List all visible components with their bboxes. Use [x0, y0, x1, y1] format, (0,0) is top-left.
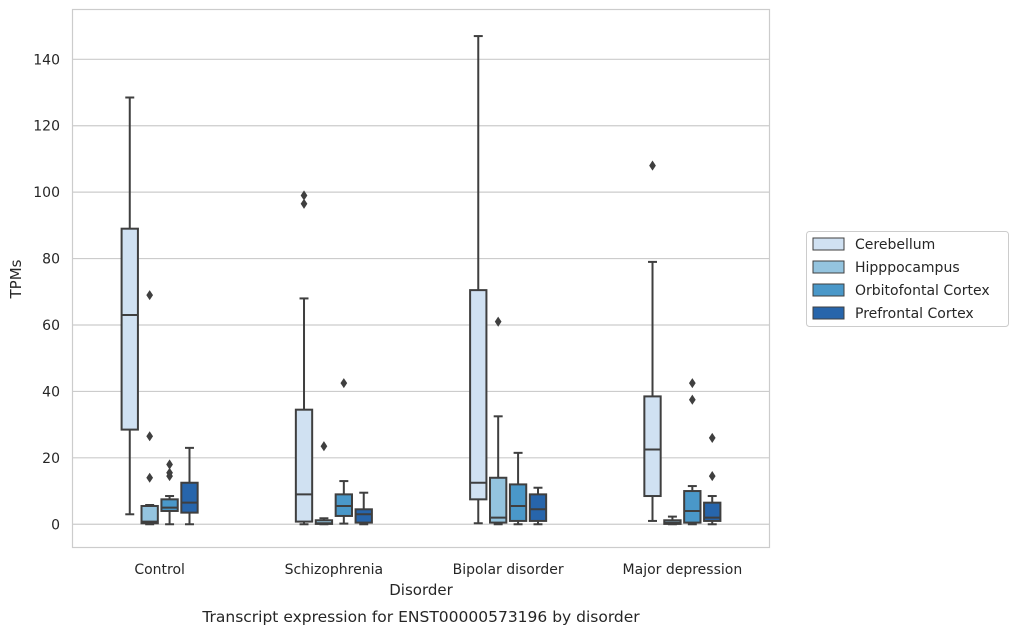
box-hipppocampus — [489, 316, 508, 526]
legend: Cerebellum Hipppocampus Orbitofontal Corte… — [806, 231, 1009, 327]
box-body — [469, 289, 488, 501]
y-axis-ticks: 0 20 40 60 80 100 120 140 — [33, 52, 60, 533]
y-tick-label: 120 — [33, 119, 60, 135]
outlier-point — [649, 160, 656, 171]
outlier-point — [688, 394, 696, 405]
outlier-point — [166, 467, 173, 478]
box-body — [140, 504, 159, 525]
box-prefrontal-cortex — [703, 432, 722, 526]
outlier-point — [708, 471, 716, 482]
outlier-point — [146, 472, 154, 483]
box-hipppocampus — [663, 515, 682, 526]
box-body — [683, 490, 702, 524]
box-body — [643, 395, 662, 498]
box-body — [180, 481, 199, 514]
x-tick-label: Schizophrenia — [285, 562, 383, 578]
box-cerebellum — [643, 160, 662, 522]
box-orbitofontal-cortex — [334, 378, 353, 525]
legend-swatch — [812, 283, 845, 297]
y-tick-label: 100 — [33, 185, 60, 201]
legend-label: Orbitofontal Cortex — [855, 283, 990, 299]
outlier-point — [320, 441, 328, 452]
legend-label: Hipppocampus — [855, 260, 960, 276]
legend-swatch — [812, 260, 845, 274]
box-body — [354, 508, 373, 524]
outlier-point — [166, 459, 173, 470]
box-cerebellum — [294, 190, 314, 526]
box-body — [703, 501, 722, 522]
grid-lines — [72, 58, 770, 525]
plot-frame — [71, 8, 771, 549]
outlier-point — [494, 316, 502, 327]
outlier-point — [300, 190, 308, 201]
legend-frame — [806, 231, 1009, 327]
box-cerebellum — [120, 96, 139, 516]
outlier-point — [300, 198, 308, 209]
legend-label: Prefrontal Cortex — [855, 306, 974, 322]
box-body — [489, 476, 508, 524]
box-prefrontal-cortex — [354, 491, 373, 526]
box-body — [528, 493, 548, 522]
y-tick-label: 0 — [51, 517, 60, 533]
box-body — [120, 227, 139, 431]
legend-swatch — [812, 237, 845, 251]
legend-label: Cerebellum — [855, 237, 935, 253]
box-prefrontal-cortex — [528, 486, 548, 526]
box-orbitofontal-cortex — [508, 451, 528, 526]
box-body — [508, 483, 528, 522]
box-body — [294, 408, 314, 523]
box-orbitofontal-cortex — [160, 459, 179, 526]
x-axis-label: Disorder — [389, 581, 453, 599]
outlier-point — [708, 432, 716, 443]
box-prefrontal-cortex — [180, 446, 199, 526]
box-hipppocampus — [314, 441, 334, 526]
x-tick-label: Major depression — [623, 562, 743, 578]
outlier-point — [688, 378, 696, 389]
legend-swatch — [812, 306, 845, 320]
outlier-point — [340, 378, 348, 389]
x-axis-ticks: Control Schizophrenia Bipolar disorder Majo… — [134, 562, 742, 578]
box-body — [160, 498, 179, 512]
y-tick-label: 20 — [42, 451, 60, 467]
outlier-point — [146, 290, 154, 301]
y-tick-label: 140 — [33, 52, 60, 68]
box-hipppocampus — [140, 290, 159, 526]
x-tick-label: Bipolar disorder — [453, 562, 564, 578]
chart-caption: Transcript expression for ENST0000057319… — [201, 608, 640, 626]
y-axis-label: TPMs — [7, 259, 25, 299]
y-tick-label: 60 — [42, 318, 60, 334]
x-tick-label: Control — [134, 562, 185, 578]
outlier-point — [146, 431, 154, 442]
y-tick-label: 40 — [42, 384, 60, 400]
y-tick-label: 80 — [42, 252, 60, 268]
box-orbitofontal-cortex — [683, 378, 702, 526]
box-cerebellum — [469, 35, 488, 525]
box-groups — [120, 35, 722, 526]
